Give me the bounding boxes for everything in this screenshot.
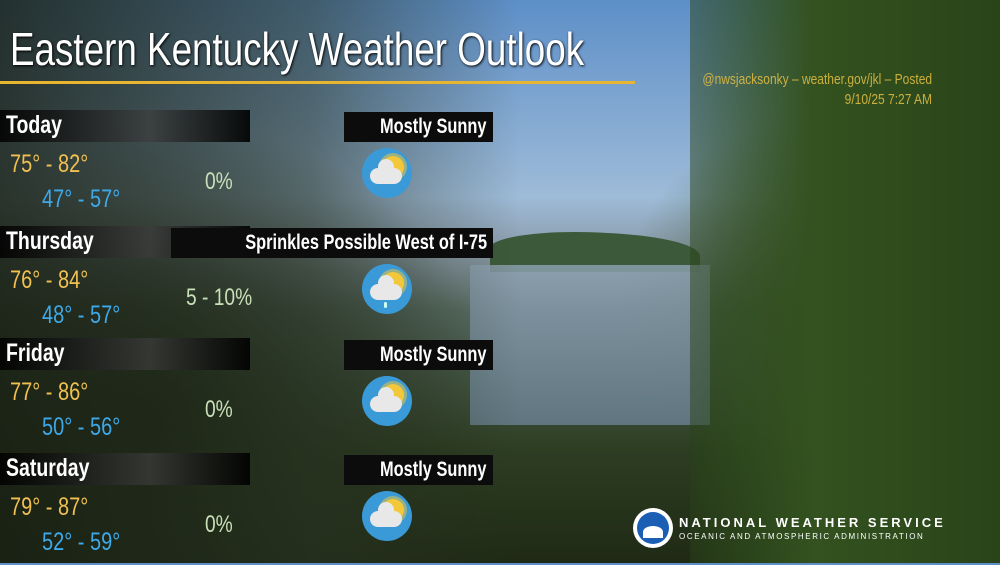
nws-branding: NATIONAL WEATHER SERVICE OCEANIC AND ATM…	[633, 508, 946, 548]
precip-chance: 5 - 10%	[186, 284, 253, 311]
low-temp: 52° - 59°	[42, 528, 121, 556]
forecast-row-friday: Friday Mostly Sunny 77° - 86° 50° - 56° …	[0, 338, 500, 450]
condition-label: Mostly Sunny	[380, 115, 487, 138]
condition-label: Mostly Sunny	[380, 458, 487, 481]
forecast-row-today: Today Mostly Sunny 75° - 82° 47° - 57° 0…	[0, 110, 500, 222]
precip-chance: 0%	[205, 396, 233, 423]
day-label: Thursday	[6, 227, 94, 255]
background-trees-right	[690, 0, 1000, 563]
org-subtitle: OCEANIC AND ATMOSPHERIC ADMINISTRATION	[679, 532, 925, 541]
low-temp: 50° - 56°	[42, 413, 121, 441]
credit-line-2: 9/10/25 7:27 AM	[844, 91, 932, 108]
low-temp: 47° - 57°	[42, 185, 121, 213]
high-temp: 79° - 87°	[10, 493, 89, 521]
high-temp: 75° - 82°	[10, 150, 89, 178]
condition-label: Sprinkles Possible West of I-75	[245, 231, 487, 254]
forecast-row-thursday: Thursday Sprinkles Possible West of I-75…	[0, 226, 500, 338]
high-temp: 76° - 84°	[10, 266, 89, 294]
day-label: Friday	[6, 339, 65, 367]
day-label: Today	[6, 111, 62, 139]
sun-cloud-sprinkle-icon	[362, 264, 412, 314]
credit-line-1: @nwsjacksonky – weather.gov/jkl – Posted	[702, 71, 932, 88]
condition-label: Mostly Sunny	[380, 343, 487, 366]
partly-sunny-icon	[362, 148, 412, 198]
noaa-logo-icon	[633, 508, 673, 548]
partly-sunny-icon	[362, 376, 412, 426]
high-temp: 77° - 86°	[10, 378, 89, 406]
day-label: Saturday	[6, 454, 90, 482]
partly-sunny-icon	[362, 491, 412, 541]
precip-chance: 0%	[205, 511, 233, 538]
forecast-row-saturday: Saturday Mostly Sunny 79° - 87° 52° - 59…	[0, 453, 500, 565]
title-underline	[0, 81, 635, 84]
page-title: Eastern Kentucky Weather Outlook	[10, 23, 585, 75]
precip-chance: 0%	[205, 168, 233, 195]
credit-text: @nwsjacksonky – weather.gov/jkl – Posted…	[702, 70, 932, 110]
low-temp: 48° - 57°	[42, 301, 121, 329]
org-name: NATIONAL WEATHER SERVICE	[679, 515, 946, 530]
